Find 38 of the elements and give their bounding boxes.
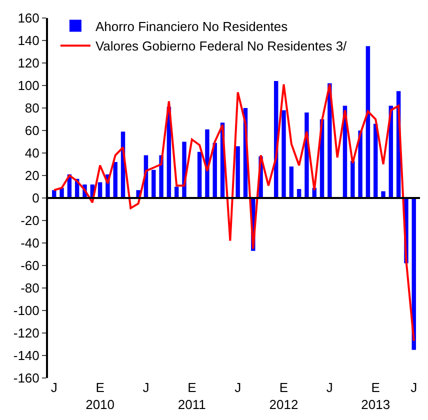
y-tick-label: -100 xyxy=(13,303,40,318)
y-tick-label: -60 xyxy=(20,258,40,274)
y-tick-label: 40 xyxy=(24,146,40,161)
y-tick-label: -40 xyxy=(20,236,40,251)
y-tick-label: -80 xyxy=(20,280,40,296)
y-tick-label: 0 xyxy=(32,190,40,206)
x-tick-label: J xyxy=(142,380,150,395)
x-tick-label: J xyxy=(326,380,333,395)
line-series xyxy=(53,83,415,342)
bar xyxy=(236,146,240,198)
y-tick-label: -140 xyxy=(13,348,40,364)
bar xyxy=(358,130,362,198)
x-tick-label: E 2013 xyxy=(361,380,390,412)
y-tick-label: 60 xyxy=(24,123,40,138)
x-tick-label: E 2012 xyxy=(269,380,298,412)
bar xyxy=(350,160,355,198)
y-tick-label: 100 xyxy=(18,78,40,94)
bar xyxy=(282,110,286,198)
y-tick-label: 80 xyxy=(24,100,40,116)
x-tick-label: J xyxy=(50,380,58,395)
y-tick-label: -160 xyxy=(13,370,40,386)
y-tick-label: 120 xyxy=(18,56,40,71)
bar xyxy=(113,162,118,198)
x-tick-label: E 2010 xyxy=(86,380,115,412)
x-tick-label: E 2011 xyxy=(178,380,206,412)
x-tick-label: J xyxy=(234,380,242,395)
bar xyxy=(289,166,294,198)
y-tick-label: 20 xyxy=(24,168,40,184)
y-tick-label: -120 xyxy=(13,326,40,341)
bar xyxy=(366,46,370,198)
legend-label: Ahorro Financiero No Residentes xyxy=(95,18,288,34)
legend-label: Valores Gobierno Federal No Residentes 3/ xyxy=(95,38,348,54)
bar xyxy=(197,152,202,198)
x-tick-label: J xyxy=(410,380,418,395)
bar xyxy=(152,170,156,198)
y-tick-label: 140 xyxy=(18,33,40,48)
y-tick-label: 160 xyxy=(18,10,40,26)
y-tick-label: -20 xyxy=(20,213,40,228)
